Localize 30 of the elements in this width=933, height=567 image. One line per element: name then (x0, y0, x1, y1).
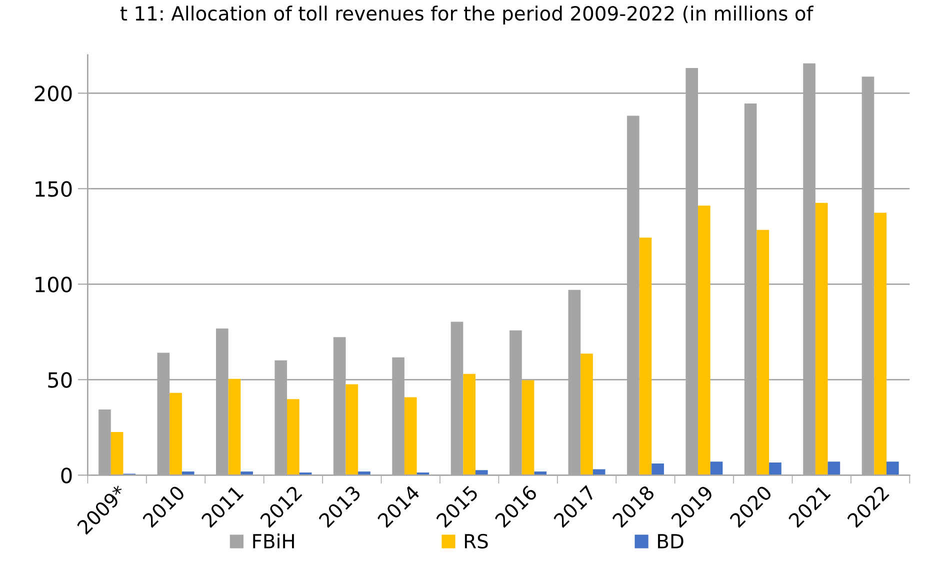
bar (287, 399, 300, 476)
bar (886, 462, 899, 476)
bar (346, 384, 358, 476)
y-tick-label: 0 (61, 468, 72, 484)
bar (652, 463, 664, 476)
bar (698, 206, 710, 476)
bar (110, 432, 124, 476)
legend-label: FBiH (253, 534, 294, 548)
bar (228, 378, 241, 476)
bar (815, 202, 828, 476)
legend-label: RS (464, 534, 488, 549)
bar (170, 392, 182, 476)
chart-title: t 11: Allocation of toll revenues for the period 2009-2022 (in millions of (120, 6, 814, 24)
legend-label: BD (658, 534, 684, 548)
bar (756, 230, 770, 476)
bar (404, 397, 417, 476)
bar (592, 469, 606, 476)
y-tick-label: 200 (34, 86, 72, 102)
bar (828, 462, 840, 476)
bar (639, 238, 652, 476)
bar (710, 462, 723, 476)
y-tick-label: 50 (48, 372, 72, 388)
y-tick-label: 150 (36, 181, 72, 197)
y-tick-label: 100 (36, 276, 72, 292)
bar (475, 470, 488, 476)
bar (769, 462, 782, 476)
bar (463, 374, 476, 476)
bar (874, 212, 886, 476)
bar (522, 380, 534, 476)
bar (580, 354, 593, 476)
